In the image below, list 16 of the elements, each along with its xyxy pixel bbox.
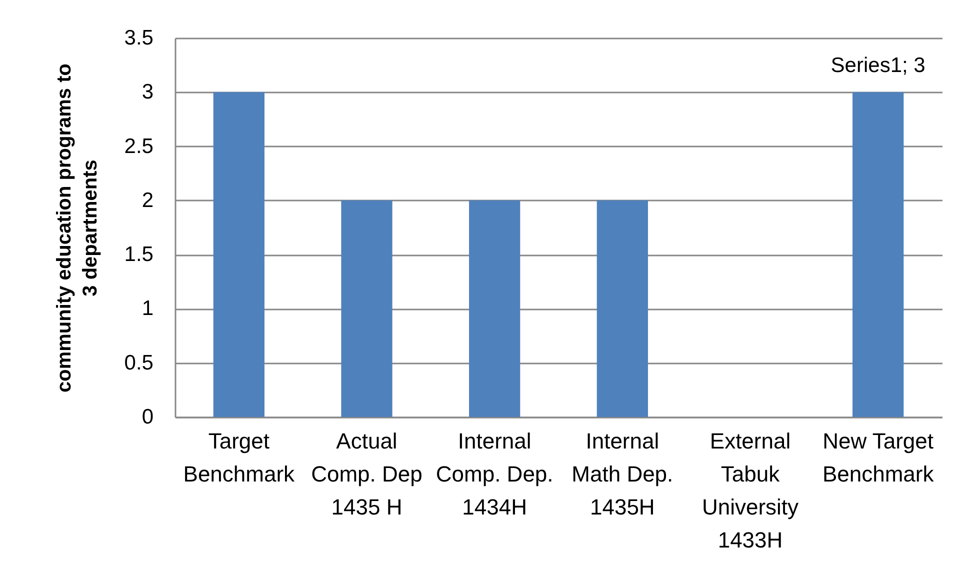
y-tick-label: 1 [142, 297, 154, 320]
y-tick-label: 3.5 [124, 26, 154, 50]
y-tick-label: 3 [142, 80, 154, 104]
x-tick-label: Target Benchmark [183, 428, 296, 486]
x-tick-label: External Tabuk University 1433H [702, 428, 799, 552]
x-tick-label: Actual Comp. Dep 1435 H [311, 428, 422, 520]
y-tick-label: 2 [142, 188, 154, 212]
data-label: Series1; 3 [830, 54, 926, 78]
y-axis-title: community education programs to 3 departments [53, 64, 102, 392]
x-tick-label: Internal Math Dep. 1435H [572, 428, 674, 520]
y-tick-label: 2.5 [124, 134, 154, 158]
y-tick-label: 0.5 [124, 351, 154, 374]
x-tick-label: Internal Comp. Dep. 1434H [436, 428, 554, 520]
x-tick-label: New Target Benchmark [822, 428, 935, 486]
y-tick-label: 0 [142, 406, 154, 428]
y-tick-label: 1.5 [124, 243, 154, 266]
